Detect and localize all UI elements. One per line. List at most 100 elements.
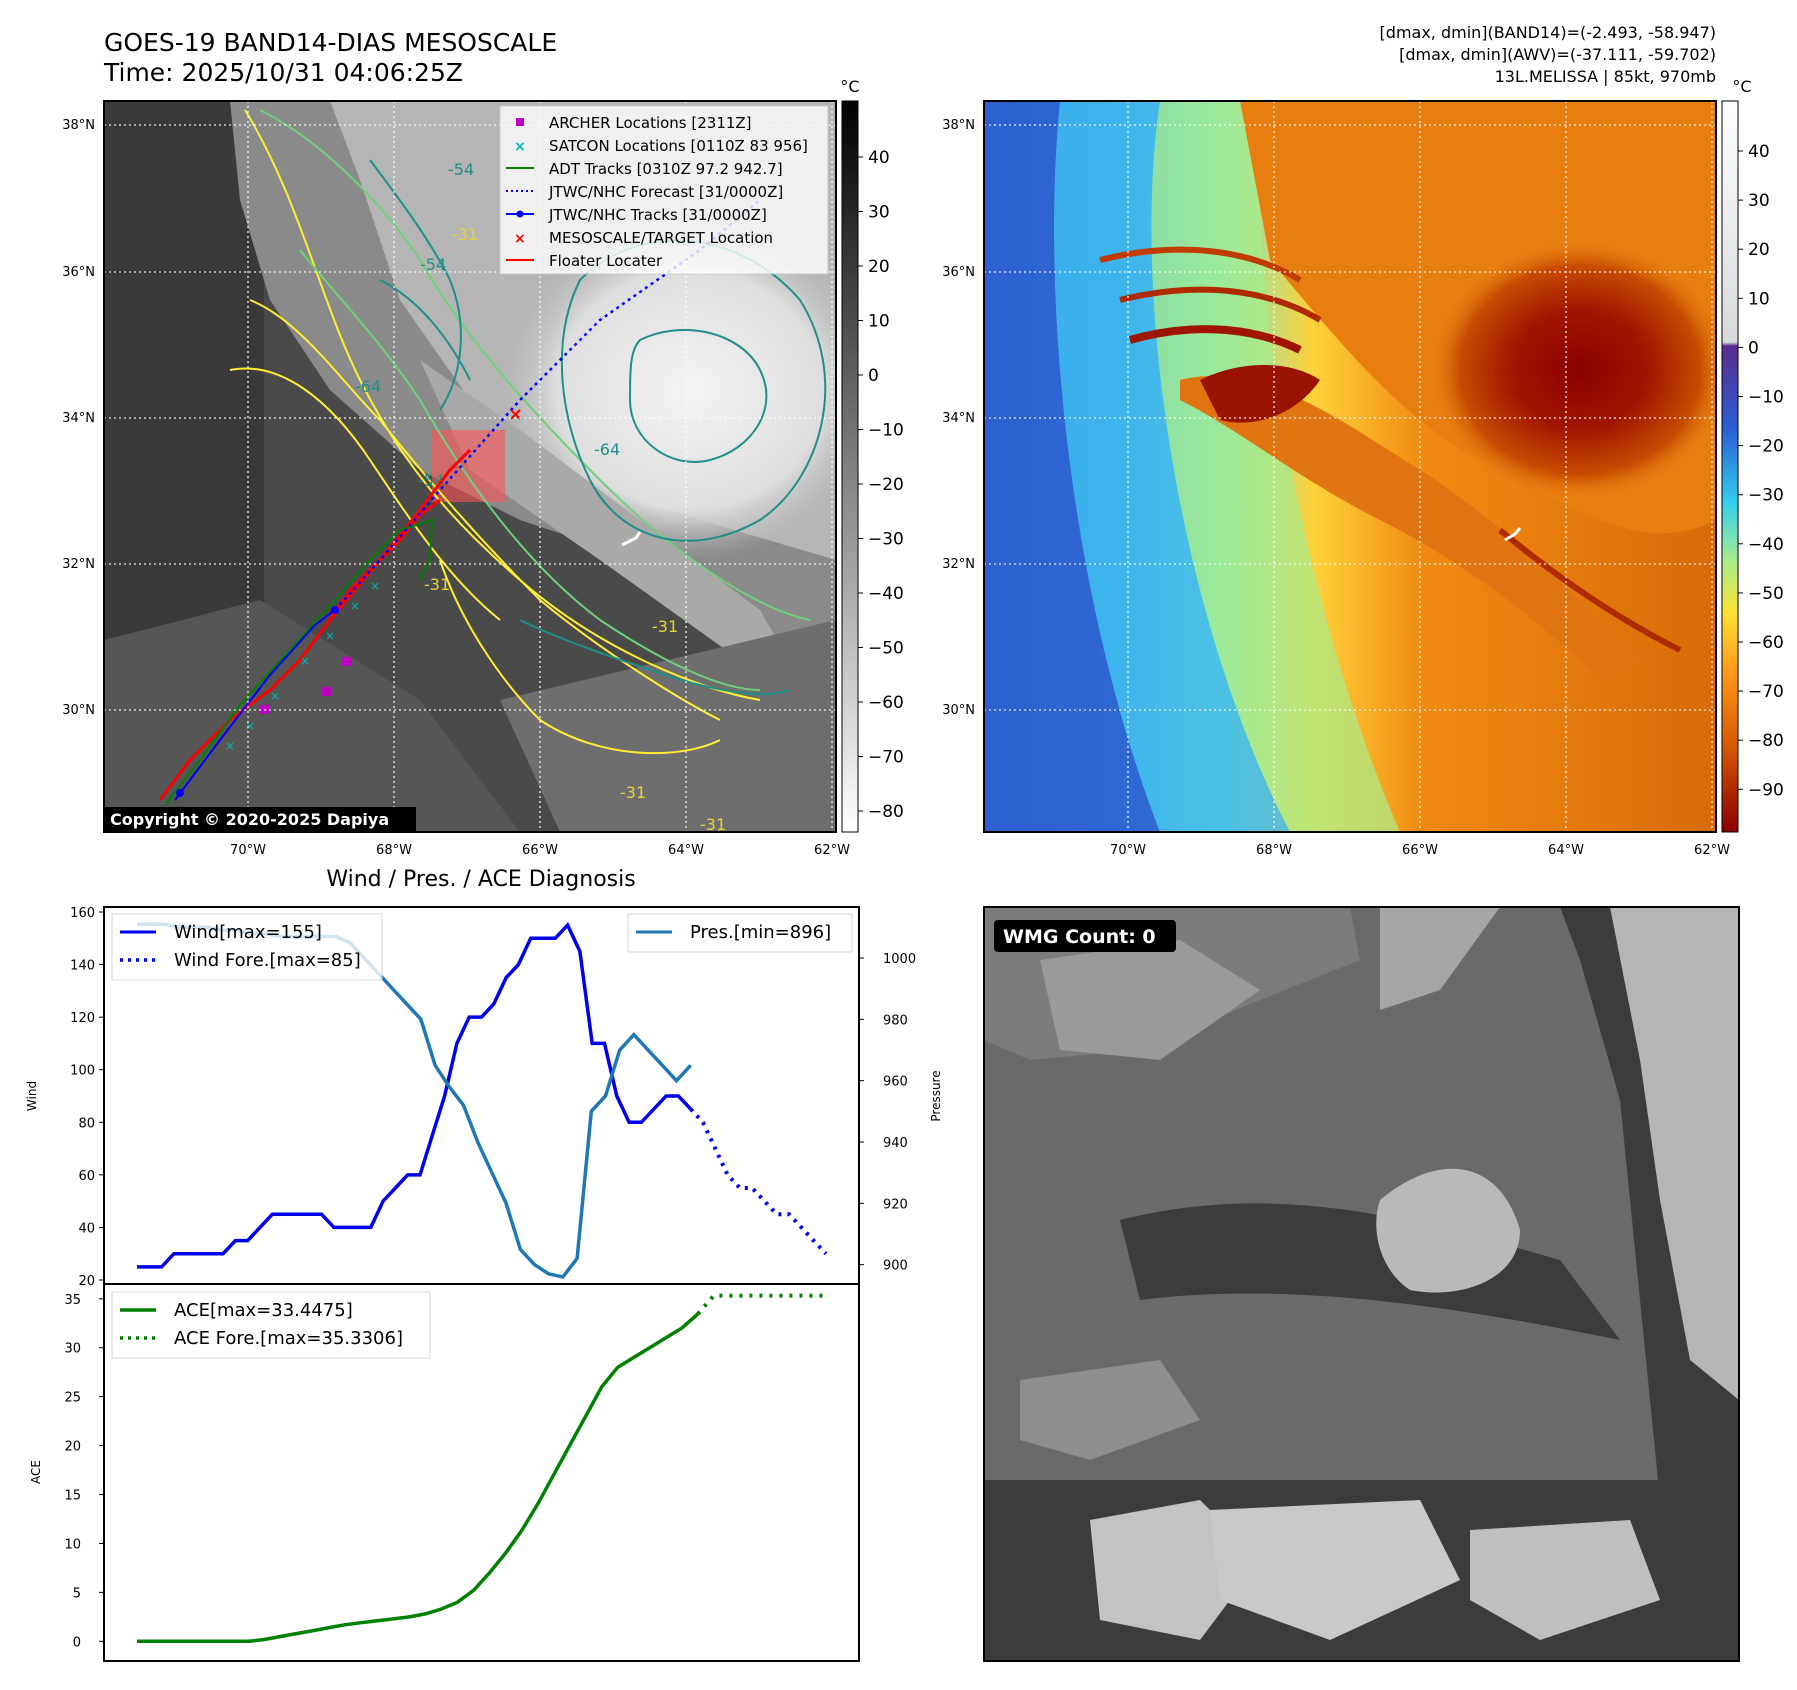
colorbar-tick-label: 10 bbox=[1748, 289, 1770, 309]
floater-box bbox=[432, 430, 505, 502]
contour-labels-yellow: -31 -31 -31 -31 -31 bbox=[424, 225, 726, 834]
svg-text:38°N: 38°N bbox=[62, 118, 95, 133]
colorbar-tick-label: −20 bbox=[1748, 437, 1784, 457]
svg-text:62°W: 62°W bbox=[1694, 843, 1730, 858]
map-legend: × × ARCHER Locations [2311Z] SATCON Loca… bbox=[499, 105, 829, 275]
ace-line bbox=[137, 1312, 699, 1644]
svg-text:-31: -31 bbox=[424, 575, 450, 594]
pressure-tick-label: 940 bbox=[883, 1136, 908, 1151]
svg-text:-54: -54 bbox=[420, 255, 446, 274]
svg-text:30°N: 30°N bbox=[62, 703, 95, 718]
map1-lon-labels: 70°W 68°W 66°W 64°W 62°W bbox=[230, 843, 850, 858]
ace-ylabel: ACE bbox=[29, 1460, 43, 1484]
plot-title: GOES-19 BAND14-DIAS MESOSCALE bbox=[104, 28, 557, 57]
colorbar-tick-label: 40 bbox=[1748, 142, 1770, 162]
colorbar-tick-label: −40 bbox=[1748, 535, 1784, 555]
colorbar-tick-label: 30 bbox=[868, 203, 890, 223]
chart-title: Wind / Pres. / ACE Diagnosis bbox=[326, 867, 635, 892]
wind-tick-label: 160 bbox=[70, 906, 95, 921]
archer-marker bbox=[322, 687, 331, 696]
ace-tick-label: 5 bbox=[73, 1586, 81, 1601]
ace-tick-label: 35 bbox=[64, 1293, 81, 1308]
adt-track bbox=[164, 518, 434, 806]
awv-map-panel: 38°N 36°N 34°N 32°N 30°N 70°W 68°W 66°W … bbox=[942, 100, 1730, 858]
wind-tick-label: 60 bbox=[78, 1169, 95, 1184]
wind-tick-label: 100 bbox=[70, 1064, 95, 1079]
color-colorbar: °C 40 30 20 10 0 −10 −20 −30 −40 −50 −60 −70 −80 −90 bbox=[1721, 77, 1784, 833]
gray-colorbar: °C 40 30 20 10 0 −10 −20 −30 −40 −50 −60 −70 −80 bbox=[840, 77, 904, 833]
pressure-legend: Pres.[min=896] bbox=[627, 913, 853, 953]
svg-text:36°N: 36°N bbox=[62, 265, 95, 280]
svg-text:-31: -31 bbox=[700, 815, 726, 834]
svg-text:34°N: 34°N bbox=[62, 411, 95, 426]
wind-tick-label: 40 bbox=[78, 1221, 95, 1236]
legend-archer-marker bbox=[516, 118, 524, 126]
svg-text:×: × bbox=[325, 629, 335, 643]
colorbar-tick-label: 30 bbox=[1748, 191, 1770, 211]
legend-wind-fore: Wind Fore.[max=85] bbox=[174, 950, 361, 971]
ace-chart: 35 30 25 20 15 10 5 0 ACE ACE[max=33.4475] ACE … bbox=[29, 1283, 860, 1662]
wmg-count-box bbox=[994, 920, 1176, 952]
svg-text:×: × bbox=[300, 654, 310, 668]
colorbar-tick-label: −80 bbox=[1748, 731, 1784, 751]
stats-awv: [dmax, dmin](AWV)=(-37.111, -59.702) bbox=[1399, 45, 1716, 64]
svg-text:×: × bbox=[270, 689, 280, 703]
svg-text:62°W: 62°W bbox=[814, 843, 850, 858]
ace-tick-label: 25 bbox=[64, 1391, 81, 1406]
legend-ace-fore: ACE Fore.[max=35.3306] bbox=[174, 1328, 403, 1349]
colorbar-tick-label: −90 bbox=[1748, 780, 1784, 800]
wmg-count-label: WMG Count: 0 bbox=[1003, 926, 1156, 948]
colorbar-tick-label: 0 bbox=[868, 366, 879, 386]
colorbar-tick-label: −80 bbox=[868, 802, 904, 822]
colorbar-tick-label: 20 bbox=[1748, 240, 1770, 260]
legend-target: MESOSCALE/TARGET Location bbox=[549, 229, 773, 247]
svg-text:-31: -31 bbox=[652, 617, 678, 636]
legend-target-marker: × bbox=[514, 231, 526, 247]
copyright-text: Copyright © 2020-2025 Dapiya bbox=[110, 810, 389, 829]
legend-jtwc-tracks: JTWC/NHC Tracks [31/0000Z] bbox=[548, 206, 767, 224]
colorbar-tick-label: 0 bbox=[1748, 338, 1759, 358]
colorbar-tick-label: −30 bbox=[868, 530, 904, 550]
contour-labels: -54 -54 -64 -64 -54 bbox=[355, 160, 620, 490]
svg-text:68°W: 68°W bbox=[376, 843, 412, 858]
pressure-tick-label: 960 bbox=[883, 1075, 908, 1090]
svg-text:38°N: 38°N bbox=[942, 118, 975, 133]
wind-tick-label: 20 bbox=[78, 1274, 95, 1289]
colorbar-tick-label: 10 bbox=[868, 312, 890, 332]
map1-lat-labels: 38°N 36°N 34°N 32°N 30°N bbox=[62, 118, 95, 718]
svg-text:-31: -31 bbox=[620, 783, 646, 802]
legend-pressure: Pres.[min=896] bbox=[690, 922, 831, 943]
ace-forecast-line bbox=[696, 1293, 826, 1316]
colorbar-tick-label: −70 bbox=[868, 748, 904, 768]
wind-tick-label: 140 bbox=[70, 959, 95, 974]
ir-map-panel: -54 -54 -64 -64 -54 -31 -31 -31 -31 -31 bbox=[62, 100, 850, 858]
svg-text:68°W: 68°W bbox=[1256, 843, 1292, 858]
svg-text:70°W: 70°W bbox=[230, 843, 266, 858]
svg-text:-31: -31 bbox=[452, 225, 478, 244]
map2-lon-labels: 70°W 68°W 66°W 64°W 62°W bbox=[1110, 843, 1730, 858]
ace-tick-label: 0 bbox=[73, 1635, 81, 1650]
satcon-markers: × × × × × × × bbox=[225, 579, 380, 753]
svg-text:64°W: 64°W bbox=[668, 843, 704, 858]
wmg-panel: WMG Count: 0 bbox=[983, 906, 1740, 1662]
archer-marker bbox=[342, 657, 351, 666]
colorbar-tick-label: 40 bbox=[868, 148, 890, 168]
svg-text:32°N: 32°N bbox=[62, 557, 95, 572]
wind-tick-label: 80 bbox=[78, 1116, 95, 1131]
svg-text:×: × bbox=[245, 719, 255, 733]
colorbar-tick-label: −10 bbox=[868, 421, 904, 441]
stats-band14: [dmax, dmin](BAND14)=(-2.493, -58.947) bbox=[1380, 23, 1716, 42]
svg-text:32°N: 32°N bbox=[942, 557, 975, 572]
colorbar-tick-label: −60 bbox=[868, 693, 904, 713]
legend-wind: Wind[max=155] bbox=[174, 922, 322, 943]
stats-storm: 13L.MELISSA | 85kt, 970mb bbox=[1495, 67, 1716, 86]
ace-tick-label: 10 bbox=[64, 1537, 81, 1552]
svg-text:×: × bbox=[225, 739, 235, 753]
wind-line bbox=[137, 922, 692, 1269]
svg-text:-54: -54 bbox=[418, 471, 444, 490]
ace-tick-label: 30 bbox=[64, 1342, 81, 1357]
colorbar-tick-label: −50 bbox=[868, 639, 904, 659]
svg-text:64°W: 64°W bbox=[1548, 843, 1584, 858]
svg-text:-64: -64 bbox=[355, 377, 381, 396]
